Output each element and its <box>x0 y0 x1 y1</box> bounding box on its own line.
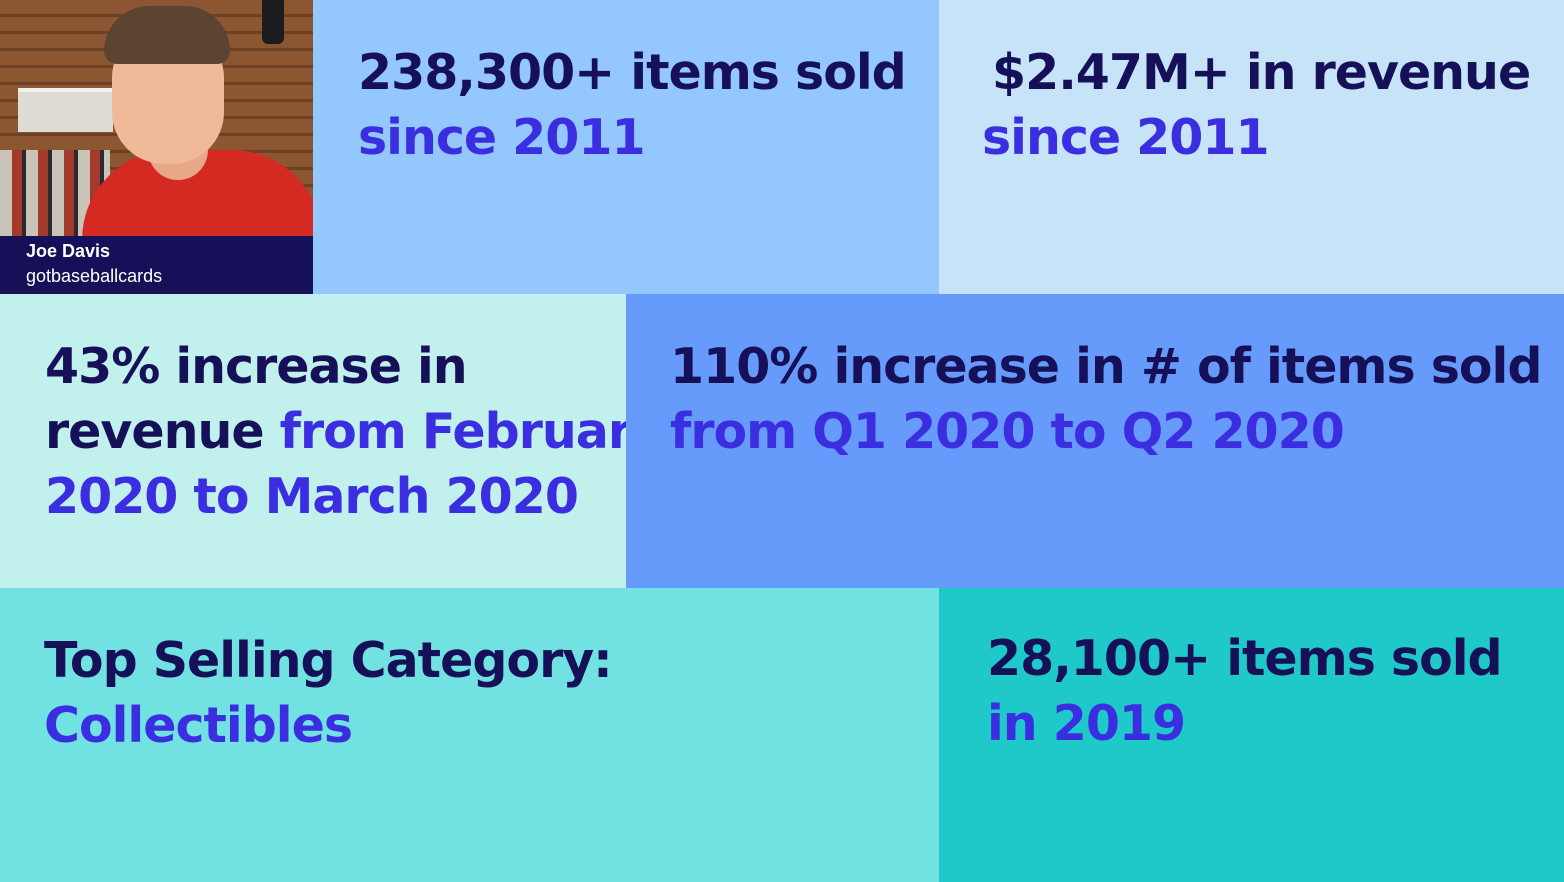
photo-caption <box>0 236 313 294</box>
stat-items-2019: 28,100+ items sold in 2019 <box>939 588 1564 882</box>
stat-line2: revenue from February <box>45 399 663 464</box>
stat-headline: 238,300+ items sold <box>358 44 907 101</box>
stat-headline-line2: revenue <box>45 403 265 460</box>
stat-detail-line2: from February <box>279 403 663 460</box>
seller-name: Joe Davis <box>26 241 111 261</box>
stat-headline-line1: 43% increase in <box>45 338 468 395</box>
seller-photo: Joe Davis gotbaseballcards <box>0 0 313 294</box>
stat-top-category: Top Selling Category: Collectibles <box>0 588 939 882</box>
stat-revenue-increase: 43% increase in revenue from February 20… <box>0 294 663 588</box>
stat-headline: $2.47M+ in revenue <box>992 44 1531 101</box>
ceiling-lamp <box>262 0 284 44</box>
stat-detail: in 2019 <box>987 695 1186 752</box>
stat-revenue: $2.47M+ in revenue since 2011 <box>939 0 1564 294</box>
seller-handle: gotbaseballcards <box>26 266 163 286</box>
stat-detail-line3: 2020 to March 2020 <box>45 468 579 525</box>
stat-detail: from Q1 2020 to Q2 2020 <box>670 403 1345 460</box>
person-hair <box>104 6 230 64</box>
stat-headline: 110% increase in # of items sold <box>670 338 1542 395</box>
stat-headline: Top Selling Category: <box>44 632 613 689</box>
card-boxes <box>18 88 113 132</box>
stat-detail: since 2011 <box>358 109 646 166</box>
stat-detail: Collectibles <box>44 697 353 754</box>
stat-detail: since 2011 <box>982 109 1270 166</box>
stat-items-sold: 238,300+ items sold since 2011 <box>313 0 939 294</box>
stat-items-increase: 110% increase in # of items sold from Q1… <box>626 294 1564 588</box>
stat-headline: 28,100+ items sold <box>987 630 1503 687</box>
